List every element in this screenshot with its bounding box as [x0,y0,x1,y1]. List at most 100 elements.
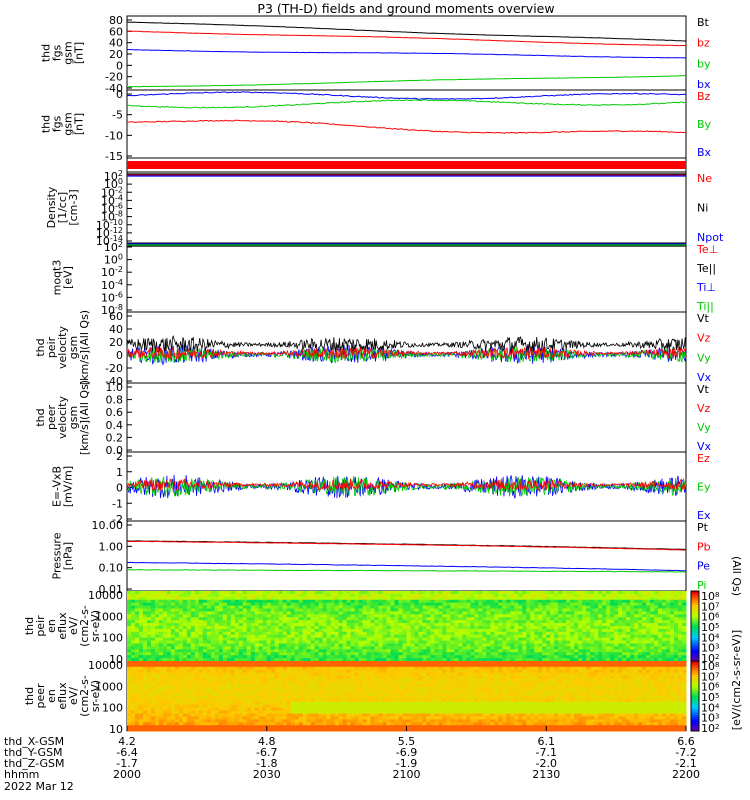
legend-entry: Ey [697,481,711,494]
spectrogram-ion [127,591,687,662]
colorbar [690,590,700,662]
y-axis-label: (cm2-s- [78,605,91,647]
y-axis-label: eV/ [67,617,80,635]
legend-entry: Ti⊥ [696,281,716,294]
y-axis-label: thd [23,687,36,705]
series-line-Vt [126,335,687,354]
y-axis-label: [nPa] [62,542,75,570]
y-axis-label: [nT] [73,113,86,135]
y-axis-label: thd [40,115,53,133]
x-tick-label: 4.8 [258,735,276,748]
y-tick-label: 80 [109,14,123,27]
y-tick-label: 0.10 [99,562,124,575]
y-axis-label: peir [45,336,58,358]
colorbar-tick-label: 102 [701,722,719,735]
y-axis-label: [cm-3] [67,189,80,225]
y-axis-label: fgs [51,44,64,61]
colorbar-label: [eV/(cm2-s-sr-eV)] [730,630,743,730]
x-tick-label: 5.5 [398,735,416,748]
legend-entry: Pe [697,560,710,573]
chart-title: P3 (TH-D) fields and ground moments over… [257,1,554,16]
legend-entry: Vz [697,332,711,345]
y-tick-label: 0.01 [99,583,124,596]
x-tick-label: -7.2 [675,746,696,759]
colorbar [690,660,700,732]
panel-frame [126,242,687,313]
panel-frame [126,520,687,592]
legend-entry: Pt [697,521,709,534]
y-axis-label: (cm2-s- [78,675,91,717]
y-tick-label: 20 [109,48,123,61]
legend-entry: by [697,57,711,70]
y-tick-label: -1 [112,497,123,510]
legend-entry: Bz [697,90,711,103]
y-axis-label: velocity [56,396,69,439]
series-line-By [126,99,687,109]
legend-entry: Ex [697,509,711,522]
y-axis-label: peer [45,405,58,431]
x-tick-label: -2.0 [536,757,557,770]
legend-entry: Ne [697,172,712,185]
y-tick-label: 10 [109,723,123,736]
y-axis-label: sr-eV) [89,680,102,712]
legend-entry: Vt [697,312,710,325]
y-axis-label: Density [45,186,58,228]
panel-frame [126,171,687,244]
y-axis-label: thd [23,617,36,635]
y-tick-label: 1000 [95,680,123,693]
colorbar-tick-label: 103 [701,712,719,725]
series-line-bz [126,30,687,47]
y-tick-label: 10 [109,653,123,666]
legend-entry: Ti|| [696,300,714,313]
y-tick-label: -40 [105,375,123,388]
x-tick-label: 4.2 [118,735,136,748]
x-tick-label: -6.9 [396,746,417,759]
y-tick-label: 0 [116,88,123,101]
legend-entry: Bx [697,146,712,159]
x-tick-label: -1.9 [396,757,417,770]
series-line-Vz [126,346,687,360]
legend-entry: bx [697,78,711,91]
colorbar-tick-label: 103 [701,642,719,655]
y-tick-label: -20 [105,71,123,84]
y-axis-label: en [45,689,58,703]
y-tick-label: 100 [102,702,123,715]
y-tick-label: 20 [109,336,123,349]
legend-entry: Pi [697,579,706,592]
x-axis-row-label: thd_Y-GSM [4,746,63,759]
x-axis-row-label: hhmm [4,768,39,781]
y-axis-label: [km/s](All Qs) [78,310,91,385]
y-tick-label: 0.2 [106,431,124,444]
y-axis-label: [km/s](All Qs) [78,380,91,455]
y-axis-label: eflux [56,682,69,710]
legend-entry: Te⊥ [696,243,718,256]
legend-entry: Pb [697,540,711,553]
legend-entry: Bt [697,16,710,29]
x-tick-label: -6.7 [256,746,277,759]
y-tick-label: 60 [109,310,123,323]
y-axis-label: [mV/m] [62,466,75,507]
series-line-bx [126,49,687,59]
x-tick-label: -2.1 [675,757,696,770]
y-axis-label: peir [34,615,47,637]
series-line-Ez [126,478,687,492]
y-axis-label: gsm [62,112,75,135]
date-label: 2022 Mar 12 [4,780,74,793]
legend-entry: By [697,118,712,131]
x-tick-label: 6.6 [677,735,695,748]
x-tick-label: 2000 [113,768,141,781]
y-tick-label: 1.0 [106,381,124,394]
colorbar-tick-label: 108 [701,590,719,603]
spectrogram-electron [127,661,687,732]
y-axis-label: thd [34,408,47,426]
y-tick-label: -5 [112,109,123,122]
panel-frame [126,382,687,453]
y-tick-label: 40 [109,37,123,50]
y-tick-label: 0.4 [106,419,124,432]
y-axis-label: sr-eV) [89,610,102,642]
x-tick-label: 2130 [532,768,560,781]
colorbar-tick-label: 107 [701,670,719,683]
y-axis-label: eflux [56,612,69,640]
x-axis-row-label: thd_X-GSM [4,735,64,748]
y-axis-label: eV/ [67,687,80,705]
